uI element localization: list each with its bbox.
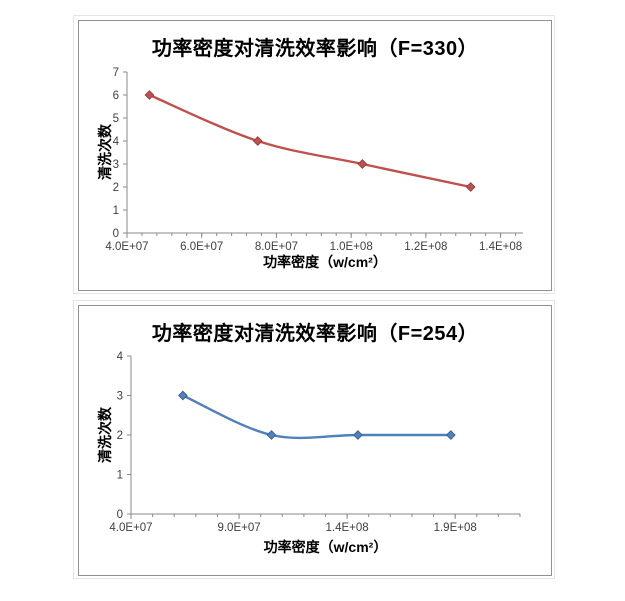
svg-text:3: 3 — [117, 391, 123, 403]
svg-text:7: 7 — [113, 67, 119, 79]
svg-text:1.2E+08: 1.2E+08 — [404, 241, 447, 253]
svg-text:0: 0 — [117, 509, 123, 521]
svg-text:4.0E+07: 4.0E+07 — [105, 241, 148, 253]
svg-text:1.4E+08: 1.4E+08 — [326, 522, 369, 534]
chart-title-f254: 功率密度对清洗效率影响（F=254） — [151, 323, 479, 345]
svg-text:4.0E+07: 4.0E+07 — [109, 522, 152, 534]
svg-text:3: 3 — [113, 159, 119, 171]
chart-panel-f330: 0 1 2 3 4 5 6 7 4.0E+07 6.0E+07 8.0E+07 1.0E+08 1.2E… — [78, 20, 552, 291]
x-axis-title-f330: 功率密度（w/cm²） — [263, 254, 387, 270]
svg-text:5: 5 — [113, 113, 119, 125]
svg-text:1: 1 — [113, 205, 119, 217]
y-axis-title-f330: 清洗次数 — [97, 124, 113, 180]
plot-area-f330: 0 1 2 3 4 5 6 7 4.0E+07 6.0E+07 8.0E+07 1.0E+08 1.2E… — [105, 67, 523, 253]
plot-area-f254: 0 1 2 3 4 4.0E+07 9.0E+07 1.4E+08 1.9E+08 — [109, 351, 521, 534]
svg-text:1.9E+08: 1.9E+08 — [434, 522, 477, 534]
chart-panel-f254: 0 1 2 3 4 4.0E+07 9.0E+07 1.4E+08 1.9E+08 功率密度对清… — [78, 305, 552, 576]
svg-text:1: 1 — [117, 470, 123, 482]
svg-text:0: 0 — [113, 228, 119, 240]
chart-frame-f330: 0 1 2 3 4 5 6 7 4.0E+07 6.0E+07 8.0E+07 1.0E+08 1.2E… — [73, 15, 555, 294]
svg-text:2: 2 — [117, 430, 123, 442]
chart-title-f330: 功率密度对清洗效率影响（F=330） — [151, 38, 479, 60]
y-axis-title-f254: 清洗次数 — [97, 407, 113, 463]
svg-text:8.0E+07: 8.0E+07 — [255, 241, 298, 253]
svg-text:4: 4 — [113, 136, 120, 148]
chart-frame-f254: 0 1 2 3 4 4.0E+07 9.0E+07 1.4E+08 1.9E+08 功率密度对清… — [73, 300, 555, 579]
svg-text:1.4E+08: 1.4E+08 — [479, 241, 522, 253]
svg-text:6.0E+07: 6.0E+07 — [180, 241, 223, 253]
svg-text:4: 4 — [117, 351, 124, 363]
svg-text:2: 2 — [113, 182, 119, 194]
svg-text:1.0E+08: 1.0E+08 — [330, 241, 373, 253]
x-axis-title-f254: 功率密度（w/cm²） — [263, 539, 388, 555]
svg-text:6: 6 — [113, 90, 119, 102]
svg-text:9.0E+07: 9.0E+07 — [217, 522, 260, 534]
